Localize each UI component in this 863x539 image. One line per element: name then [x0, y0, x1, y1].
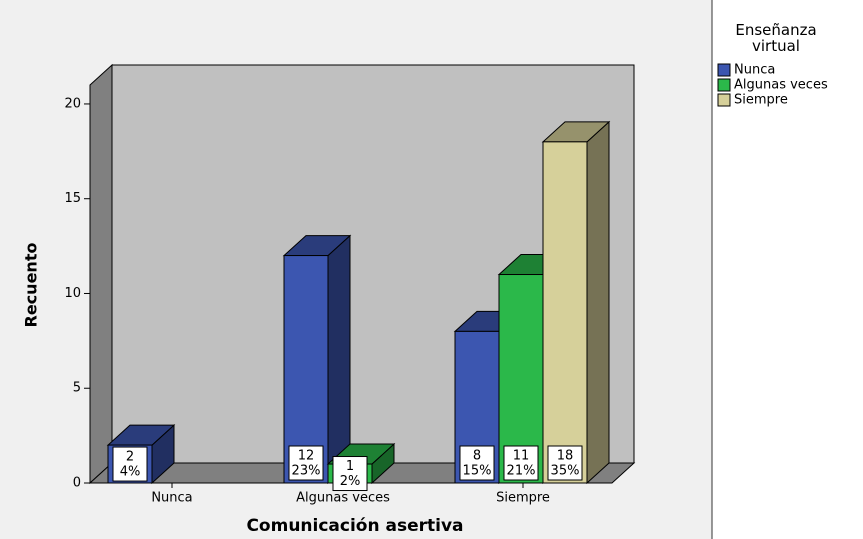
bar: [542, 141, 588, 484]
legend-swatch: [717, 93, 731, 107]
data-label-percent: 23%: [292, 464, 321, 479]
legend-swatch: [717, 63, 731, 77]
x-tick-label: Nunca: [151, 491, 192, 506]
data-label-percent: 4%: [120, 465, 141, 480]
bar: [283, 255, 329, 484]
y-tick-label: 0: [73, 476, 81, 491]
legend-swatch: [717, 78, 731, 92]
y-tick-label: 5: [73, 381, 81, 396]
data-label: 8: [473, 449, 481, 464]
legend-label: Algunas veces: [734, 78, 828, 93]
y-tick-label: 20: [64, 96, 81, 111]
data-label: 18: [557, 449, 574, 464]
data-label: 12: [298, 449, 315, 464]
data-label-box: [503, 445, 539, 481]
bar-side: [327, 234, 351, 485]
data-label: 1: [346, 459, 354, 474]
data-label-box: [332, 456, 368, 492]
data-label-box: [288, 445, 324, 481]
x-tick-label: Siempre: [496, 491, 550, 506]
x-tick-label: Algunas veces: [296, 491, 390, 506]
data-label-box: [547, 445, 583, 481]
data-label: 2: [126, 450, 134, 465]
legend-title: Enseñanza virtual: [735, 21, 816, 55]
bar-side: [586, 120, 610, 485]
data-label: 11: [513, 449, 530, 464]
legend-label: Nunca: [734, 63, 775, 78]
data-label-percent: 35%: [551, 464, 580, 479]
y-axis-label: Recuento: [22, 243, 41, 328]
x-axis-label: Comunicación asertiva: [246, 516, 463, 536]
y-tick-label: 15: [64, 191, 81, 206]
legend-title-line: virtual: [752, 37, 800, 55]
data-label-percent: 15%: [463, 464, 492, 479]
data-label-percent: 2%: [340, 474, 361, 489]
y-tick-label: 10: [64, 286, 81, 301]
legend-label: Siempre: [734, 93, 788, 108]
data-label-box: [112, 446, 148, 482]
data-label-percent: 21%: [507, 464, 536, 479]
legend-title-line: Enseñanza: [735, 21, 816, 39]
data-label-box: [459, 445, 495, 481]
side-wall: [89, 63, 113, 485]
